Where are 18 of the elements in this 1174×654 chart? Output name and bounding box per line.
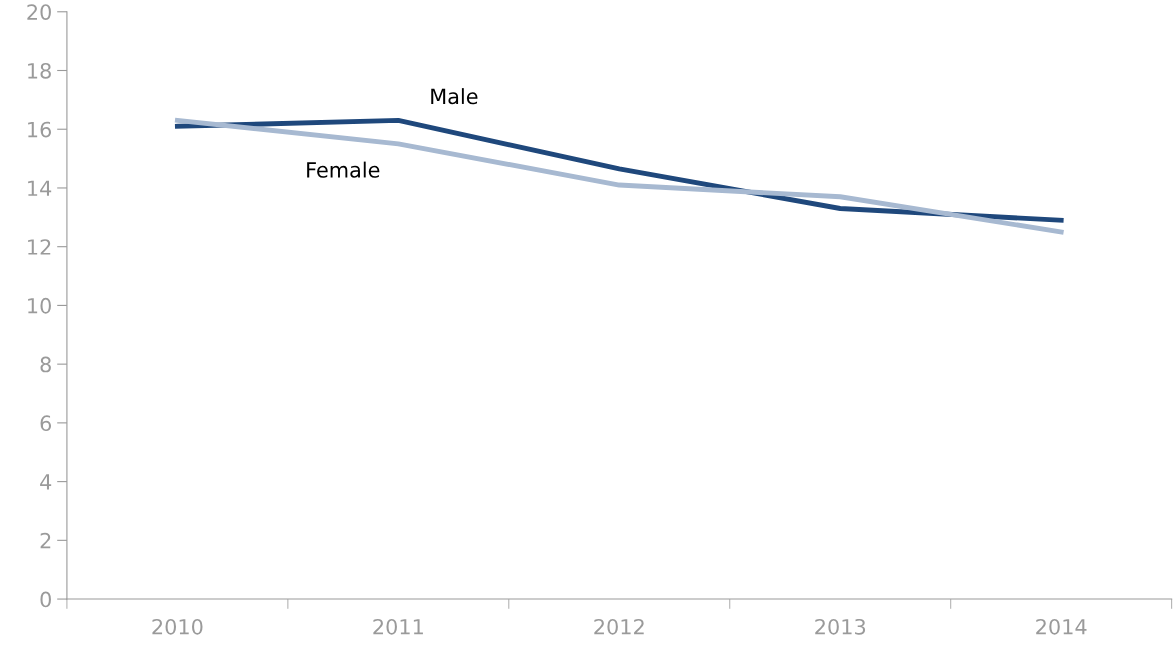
- y-tick-label: 20: [27, 4, 51, 20]
- y-tick-label: 2: [40, 532, 51, 549]
- x-tick-label: 2011: [373, 618, 423, 635]
- y-tick-label: 0: [40, 591, 51, 608]
- y-tick-label: 8: [40, 356, 51, 373]
- y-tick-label: 4: [40, 474, 52, 490]
- x-tick-label: 2013: [815, 618, 866, 635]
- series-label: Female: [307, 161, 380, 178]
- x-tick-label: 2014: [1036, 618, 1087, 635]
- series-label: Male: [431, 88, 478, 105]
- x-tick-label: 2012: [594, 618, 644, 635]
- y-tick-label: 6: [40, 415, 52, 432]
- y-tick-label: 10: [28, 297, 51, 314]
- x-tick-label: 2010: [152, 618, 203, 635]
- y-tick-label: 12: [28, 239, 51, 255]
- y-tick-label: 14: [28, 180, 52, 196]
- y-tick-label: 18: [28, 62, 51, 79]
- y-tick-label: 16: [28, 121, 52, 138]
